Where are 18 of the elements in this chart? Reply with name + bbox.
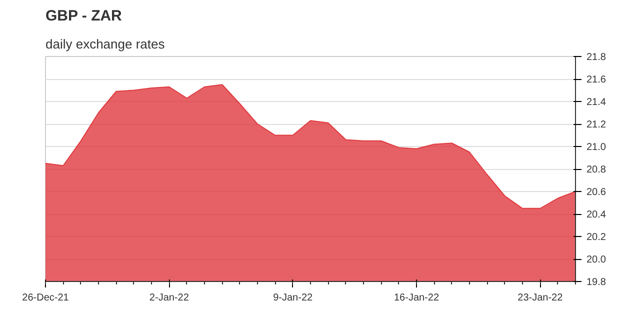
y-tick-label: 20.8 [586, 164, 606, 176]
x-tick-label: 2-Jan-22 [149, 292, 190, 304]
chart-subtitle: daily exchange rates [46, 36, 166, 52]
y-tick-label: 21.0 [586, 142, 606, 153]
x-tick-label: 23-Jan-22 [518, 292, 564, 304]
y-tick-label: 20.0 [586, 254, 606, 266]
x-tick-label: 9-Jan-22 [273, 292, 314, 304]
y-tick-label: 20.2 [586, 232, 606, 243]
y-tick-label: 20.4 [586, 210, 606, 220]
x-tick-label: 16-Jan-22 [394, 292, 440, 304]
y-tick-label: 21.4 [586, 97, 606, 108]
y-tick-label: 21.2 [586, 120, 606, 130]
y-tick-label: 21.6 [586, 74, 606, 86]
y-tick-label: 19.8 [586, 277, 606, 288]
x-tick-label: 26-Dec-21 [22, 292, 70, 304]
y-tick-label: 21.8 [586, 52, 606, 63]
chart-title: GBP - ZAR [46, 8, 122, 24]
y-tick-label: 20.6 [586, 187, 606, 198]
